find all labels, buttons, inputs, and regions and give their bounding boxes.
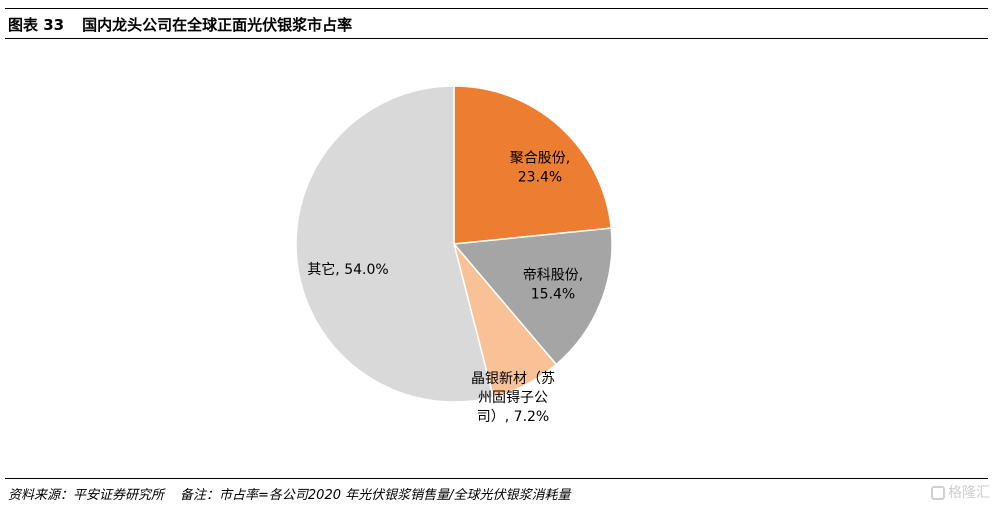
watermark-text: 格隆汇 [948, 485, 990, 501]
logo-icon [931, 486, 945, 500]
pie-slice-1 [452, 227, 613, 366]
pie-slices [295, 85, 613, 403]
source-text: 资料来源：平安证券研究所 [8, 488, 165, 503]
pie-label-1-line-1: 15.4% [531, 287, 575, 303]
pie-label-2-line-2: 司）, 7.2% [477, 409, 549, 425]
source-note: 资料来源：平安证券研究所 备注：市占率=各公司2020 年光伏银浆销售量/全球光伏… [8, 484, 571, 503]
figure-label: 图表 33 [8, 16, 65, 34]
pie-label-1-line-0: 帝科股份, [523, 268, 583, 284]
pie-label-2-line-1: 州固锝子公 [478, 389, 548, 406]
pie-label-0-line-0: 聚合股份, [510, 151, 570, 167]
figure-title: 图表 33 国内龙头公司在全球正面光伏银浆市占率 [8, 14, 352, 35]
footer-rule [5, 478, 988, 479]
pie-slice-3 [295, 85, 495, 403]
pie-label-2-line-0: 晶银新材（苏 [471, 371, 555, 387]
figure-title-text: 国内龙头公司在全球正面光伏银浆市占率 [82, 16, 353, 34]
pie-label-3-line-0: 其它, 54.0% [307, 261, 388, 278]
pie-slice-0 [453, 85, 613, 245]
watermark: 格隆汇 [931, 482, 990, 502]
footnote-text: 备注：市占率=各公司2020 年光伏银浆销售量/全球光伏银浆消耗量 [180, 488, 571, 503]
top-rule [5, 8, 988, 9]
pie-label-0-line-1: 23.4% [518, 170, 562, 186]
title-rule [5, 38, 988, 39]
